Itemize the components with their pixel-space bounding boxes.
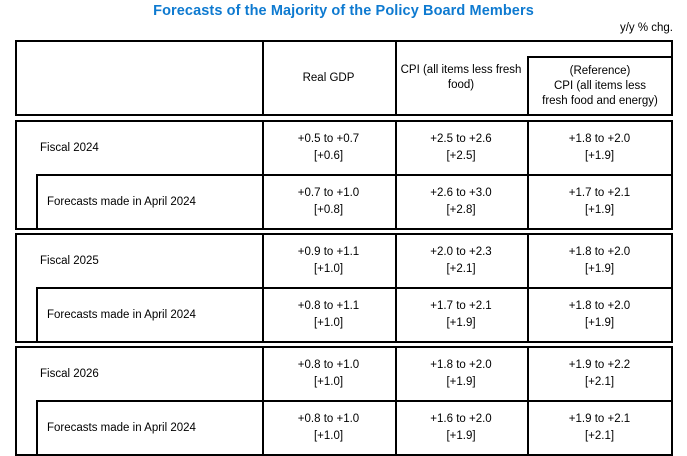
table-row: Forecasts made in April 2024 +0.7 to +1.… xyxy=(17,176,671,228)
forecast-range: +1.8 to +2.0 xyxy=(568,246,631,258)
table-row: Fiscal 2026 +0.8 to +1.0 [+1.0] +1.8 to … xyxy=(17,348,671,400)
divider xyxy=(395,42,397,114)
forecast-range: +0.9 to +1.1 xyxy=(297,246,360,258)
row-label: Forecasts made in April 2024 xyxy=(47,196,196,208)
forecast-median: [+1.9] xyxy=(584,317,615,329)
forecast-range: +2.0 to +2.3 xyxy=(430,246,492,258)
forecast-median: [+1.0] xyxy=(313,430,344,442)
cell-cpi: +1.6 to +2.0 [+1.9] xyxy=(395,402,527,454)
section-fiscal-2025: Fiscal 2025 +0.9 to +1.1 [+1.0] +2.0 to … xyxy=(15,233,673,343)
forecast-median: [+1.0] xyxy=(313,317,344,329)
divider xyxy=(36,174,671,176)
forecast-median: [+2.5] xyxy=(446,150,476,162)
forecast-range: +0.8 to +1.0 xyxy=(297,413,360,425)
forecast-median: [+1.9] xyxy=(446,430,476,442)
divider xyxy=(36,287,38,341)
table-row: Forecasts made in April 2024 +0.8 to +1.… xyxy=(17,289,671,341)
forecast-median: [+1.9] xyxy=(446,376,476,388)
cell-gdp: +0.7 to +1.0 [+0.8] xyxy=(262,176,395,228)
cell-cpi-reference: +1.9 to +2.2 [+2.1] xyxy=(528,348,671,400)
forecast-range: +1.9 to +2.2 xyxy=(568,359,631,371)
row-label: Fiscal 2024 xyxy=(40,142,99,154)
column-header-cpi: CPI (all items less fresh food) xyxy=(400,64,522,91)
forecast-median: [+1.0] xyxy=(313,376,344,388)
cell-cpi-reference: +1.9 to +2.1 [+2.1] xyxy=(528,402,671,454)
forecast-range: +1.8 to +2.0 xyxy=(430,359,492,371)
page-title: Forecasts of the Majority of the Policy … xyxy=(153,3,534,19)
section-fiscal-2024: Fiscal 2024 +0.5 to +0.7 [+0.6] +2.5 to … xyxy=(15,120,673,230)
column-header-cpi-reference: (Reference) CPI (all items less fresh fo… xyxy=(527,56,671,114)
cell-cpi: +2.6 to +3.0 [+2.8] xyxy=(395,176,527,228)
row-label: Fiscal 2026 xyxy=(40,368,99,380)
cell-cpi: +1.8 to +2.0 [+1.9] xyxy=(395,348,527,400)
cell-gdp: +0.8 to +1.0 [+1.0] xyxy=(262,348,395,400)
row-label: Forecasts made in April 2024 xyxy=(47,309,196,321)
cell-cpi: +2.5 to +2.6 [+2.5] xyxy=(395,122,527,174)
forecast-median: [+1.9] xyxy=(584,263,615,275)
cell-cpi-reference: +1.7 to +2.1 [+1.9] xyxy=(528,176,671,228)
section-fiscal-2026: Fiscal 2026 +0.8 to +1.0 [+1.0] +1.8 to … xyxy=(15,346,673,456)
cell-cpi-reference: +1.8 to +2.0 [+1.9] xyxy=(528,235,671,287)
divider xyxy=(36,400,671,402)
forecast-median: [+2.1] xyxy=(446,263,476,275)
forecast-range: +1.8 to +2.0 xyxy=(568,300,631,312)
cell-gdp: +0.8 to +1.0 [+1.0] xyxy=(262,402,395,454)
forecast-range: +1.9 to +2.1 xyxy=(568,413,631,425)
forecast-median: [+1.9] xyxy=(446,317,476,329)
forecast-median: [+1.9] xyxy=(584,150,615,162)
forecast-median: [+0.8] xyxy=(313,204,344,216)
divider xyxy=(36,287,671,289)
forecast-range: +2.5 to +2.6 xyxy=(430,133,492,145)
table-row: Fiscal 2024 +0.5 to +0.7 [+0.6] +2.5 to … xyxy=(17,122,671,174)
forecast-range: +1.8 to +2.0 xyxy=(568,133,631,145)
forecast-range: +1.7 to +2.1 xyxy=(430,300,492,312)
forecast-range: +1.7 to +2.1 xyxy=(568,187,631,199)
column-header-real-gdp: Real GDP xyxy=(302,71,355,84)
cell-cpi: +1.7 to +2.1 [+1.9] xyxy=(395,289,527,341)
cell-cpi-reference: +1.8 to +2.0 [+1.9] xyxy=(528,122,671,174)
row-label: Forecasts made in April 2024 xyxy=(47,422,196,434)
divider xyxy=(36,174,38,228)
row-label: Fiscal 2025 xyxy=(40,255,99,267)
table-row: Forecasts made in April 2024 +0.8 to +1.… xyxy=(17,402,671,454)
forecast-median: [+2.8] xyxy=(446,204,476,216)
forecast-median: [+0.6] xyxy=(313,150,344,162)
forecast-median: [+2.1] xyxy=(584,430,615,442)
forecast-range: +1.6 to +2.0 xyxy=(430,413,492,425)
divider xyxy=(262,42,264,114)
forecast-range: +0.5 to +0.7 xyxy=(297,133,360,145)
divider xyxy=(36,400,38,454)
forecast-median: [+2.1] xyxy=(584,376,615,388)
forecast-range: +2.6 to +3.0 xyxy=(430,187,492,199)
table-header: Real GDP CPI (all items less fresh food)… xyxy=(15,40,673,116)
cell-gdp: +0.5 to +0.7 [+0.6] xyxy=(262,122,395,174)
forecast-range: +0.8 to +1.0 xyxy=(297,359,360,371)
forecast-median: [+1.0] xyxy=(313,263,344,275)
forecast-range: +0.7 to +1.0 xyxy=(297,187,360,199)
cell-cpi: +2.0 to +2.3 [+2.1] xyxy=(395,235,527,287)
unit-label: y/y % chg. xyxy=(619,22,673,34)
forecast-range: +0.8 to +1.1 xyxy=(297,300,360,312)
table-row: Fiscal 2025 +0.9 to +1.1 [+1.0] +2.0 to … xyxy=(17,235,671,287)
forecast-median: [+1.9] xyxy=(584,204,615,216)
cell-gdp: +0.8 to +1.1 [+1.0] xyxy=(262,289,395,341)
cell-cpi-reference: +1.8 to +2.0 [+1.9] xyxy=(528,289,671,341)
cell-gdp: +0.9 to +1.1 [+1.0] xyxy=(262,235,395,287)
